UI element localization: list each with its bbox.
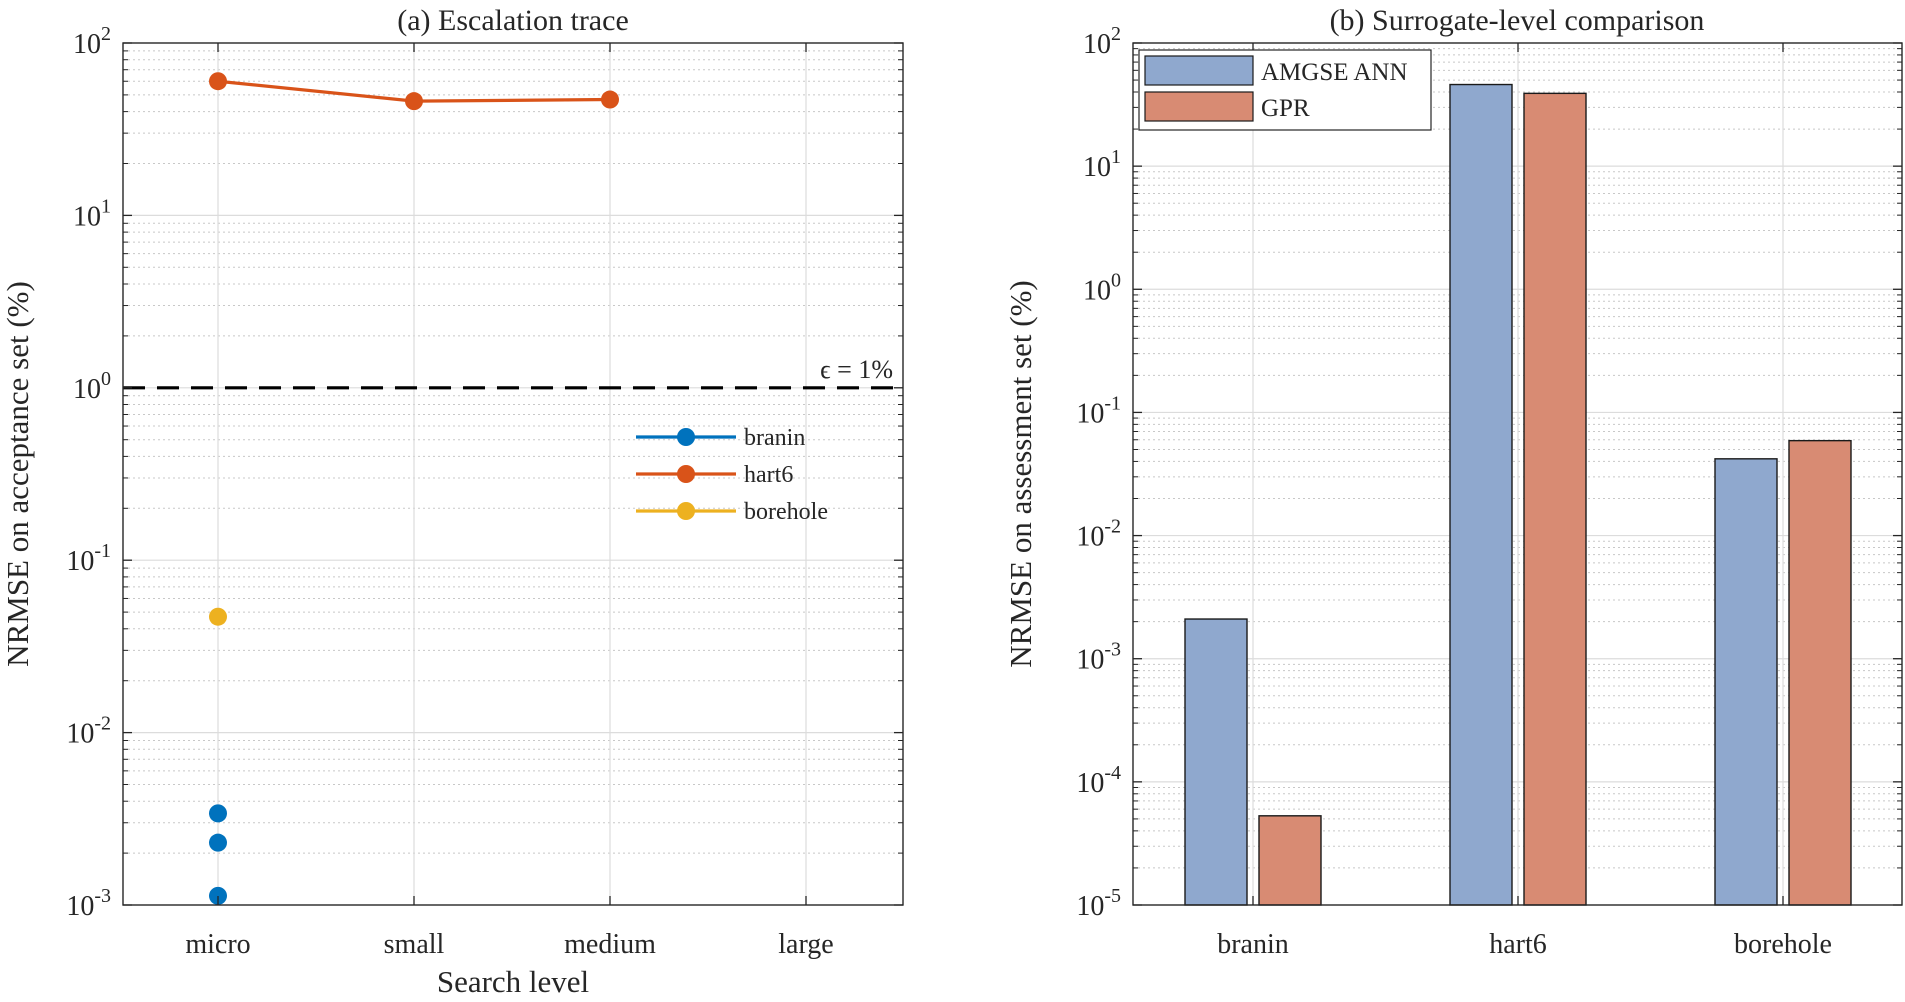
panel-a-y-tick-base: 10 (66, 891, 94, 922)
panel-b-y-tick-label: 10-5 (1076, 885, 1121, 922)
panel-a-y-tick-base: 10 (66, 546, 94, 577)
panel-a-y-tick-label: 10-2 (66, 713, 111, 750)
legend-swatch-amgse-ann (1144, 55, 1254, 86)
panel-b-y-tick-label: 102 (1083, 23, 1121, 60)
bar-amgse-ann-borehole (1714, 458, 1778, 906)
bar-gpr-branin (1258, 815, 1322, 906)
panel-b-y-tick-base: 10 (1076, 645, 1104, 676)
panel-b-y-tick-base: 10 (1076, 398, 1104, 429)
panel-a-axes-box (122, 42, 904, 906)
panel-a-y-tick-exponent: -3 (94, 885, 111, 907)
panel-a-reference: ϵ = 1% (123, 355, 903, 390)
panel-b-y-tick-exponent: 0 (1111, 269, 1121, 291)
panel-b-y-tick-exponent: -1 (1104, 392, 1121, 414)
panel-b-y-tick-exponent: 2 (1111, 23, 1121, 45)
panel-a-y-tick-label: 100 (73, 368, 111, 405)
data-point-hart6 (601, 90, 619, 109)
panel-b-y-axis-label: NRMSE on assessment set (%) (1003, 280, 1038, 667)
panel-a-y-tick-base: 10 (73, 374, 101, 405)
legend-label-borehole: borehole (744, 499, 828, 525)
panel-a-y-tick-label: 101 (73, 195, 111, 232)
data-point-hart6 (209, 72, 227, 91)
panel-a-legend: branin hart6 borehole (636, 425, 828, 525)
panel-a-x-tick-label-large: large (778, 929, 833, 960)
data-point-branin (209, 804, 227, 823)
legend-label-gpr: GPR (1261, 95, 1310, 122)
panel-b-y-tick-exponent: -4 (1104, 762, 1121, 784)
panel-b-y-tick-label: 10-2 (1076, 516, 1121, 553)
panel-b-title: (b) Surrogate-level comparison (1330, 4, 1705, 37)
panel-b-y-tick-base: 10 (1083, 275, 1111, 306)
panel-b-y-tick-exponent: 1 (1111, 146, 1121, 168)
panel-a-x-tick-label-micro: micro (185, 929, 250, 960)
bar-gpr-hart6 (1523, 92, 1587, 906)
legend-label-hart6: hart6 (744, 462, 793, 488)
panel-b-y-tick-exponent: -3 (1104, 639, 1121, 661)
bar-amgse-ann-hart6 (1449, 83, 1513, 906)
panel-a-y-tick-label: 10-3 (66, 885, 111, 922)
panel-b-bars (1184, 83, 1852, 906)
panel-a-y-tick-exponent: -1 (94, 540, 111, 562)
panel-b-x-tick-label-branin: branin (1217, 929, 1289, 960)
panel-b-y-tick-base: 10 (1076, 768, 1104, 799)
panel-a-y-tick-exponent: 0 (101, 368, 111, 390)
panel-b-x-tick-label-hart6: hart6 (1489, 929, 1547, 960)
panel-a-y-tick-label: 102 (73, 23, 111, 60)
legend-marker-branin (677, 428, 695, 446)
panel-a-title: (a) Escalation trace (397, 4, 629, 37)
panel-b-y-tick-base: 10 (1076, 891, 1104, 922)
data-point-branin (209, 833, 227, 852)
panel-a-x-axis-label: Search level (437, 964, 589, 999)
panel-b-y-tick-label: 10-4 (1076, 762, 1121, 799)
panel-a-threshold-label: ϵ = 1% (820, 355, 893, 384)
legend-swatch-gpr (1144, 91, 1254, 122)
panel-b-y-tick-exponent: -2 (1104, 516, 1121, 538)
panel-a-x-tick-label-medium: medium (564, 929, 656, 960)
panel-b-y-tick-label: 101 (1083, 146, 1121, 183)
panel-a-grid (123, 43, 903, 905)
panel-b-y-tick-base: 10 (1076, 522, 1104, 553)
panel-a-series (209, 72, 619, 905)
panel-a-y-tick-base: 10 (73, 201, 101, 232)
panel-b-y-tick-label: 10-1 (1076, 392, 1121, 429)
legend-label-amgse-ann: AMGSE ANN (1261, 59, 1408, 86)
panel-a-y-tick-exponent: -2 (94, 713, 111, 735)
legend-marker-borehole (677, 502, 695, 520)
panel-b-y-tick-base: 10 (1083, 29, 1111, 60)
panel-a-y-tick-base: 10 (66, 719, 94, 750)
panel-a-x-tick-label-small: small (384, 929, 445, 960)
data-point-hart6 (405, 92, 423, 111)
panel-b-x-tick-label-borehole: borehole (1734, 929, 1832, 960)
bar-amgse-ann-branin (1184, 618, 1248, 906)
legend-marker-hart6 (677, 465, 695, 483)
panel-b-legend: AMGSE ANN GPR (1138, 49, 1432, 131)
bar-gpr-borehole (1788, 439, 1852, 906)
panel-b-y-tick-base: 10 (1083, 152, 1111, 183)
legend-label-branin: branin (744, 425, 805, 451)
panel-b-y-tick-label: 10-3 (1076, 639, 1121, 676)
panel-a-y-axis-label: NRMSE on acceptance set (%) (0, 281, 35, 667)
data-point-branin (209, 886, 227, 905)
panel-b-y-tick-exponent: -5 (1104, 885, 1121, 907)
panel-b-y-tick-label: 100 (1083, 269, 1121, 306)
panel-a-y-tick-exponent: 2 (101, 23, 111, 45)
data-point-borehole (209, 607, 227, 626)
panel-a-plot-area (123, 43, 903, 905)
panel-a-y-tick-label: 10-1 (66, 540, 111, 577)
panel-a-y-tick-base: 10 (73, 29, 101, 60)
panel-a-y-tick-exponent: 1 (101, 195, 111, 217)
